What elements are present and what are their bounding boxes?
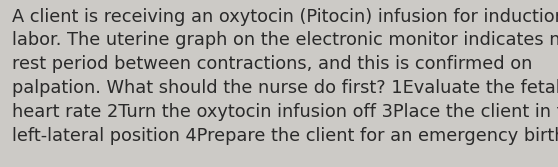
Text: A client is receiving an oxytocin (Pitocin) infusion for induction of
labor. The: A client is receiving an oxytocin (Pitoc… xyxy=(12,8,558,145)
